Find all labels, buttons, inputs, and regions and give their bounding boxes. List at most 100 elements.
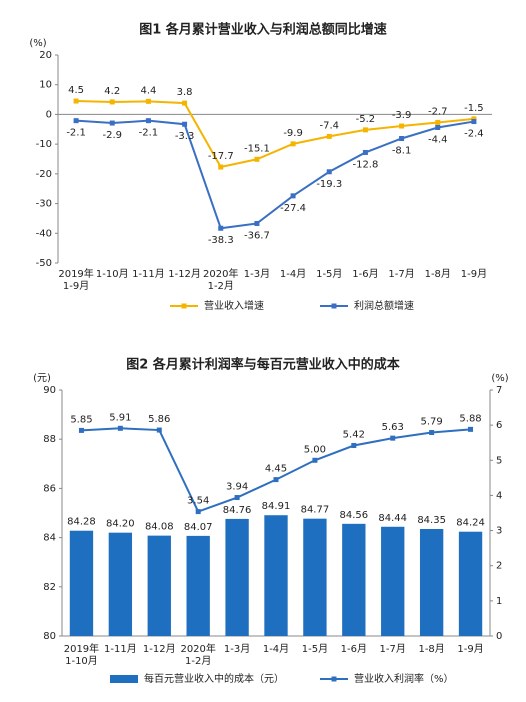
x-tick-label: 1-9月 bbox=[457, 643, 483, 655]
marker bbox=[326, 133, 332, 139]
data-label: 84.20 bbox=[106, 519, 135, 530]
x-tick-line: 1-8月 bbox=[418, 643, 444, 655]
x-tick-line: 2019年 bbox=[58, 267, 93, 280]
data-label: 5.00 bbox=[304, 444, 326, 455]
data-label: 4.5 bbox=[68, 85, 84, 96]
marker bbox=[390, 435, 396, 441]
x-tick-line: 1-2月 bbox=[185, 655, 211, 667]
x-tick-label: 2019年 1-10月 bbox=[64, 642, 99, 667]
data-label: -2.4 bbox=[464, 129, 484, 140]
y-unit: (%) bbox=[29, 38, 46, 49]
bar bbox=[69, 530, 94, 636]
marker bbox=[362, 149, 368, 155]
data-label: 84.07 bbox=[184, 522, 213, 533]
marker bbox=[78, 427, 84, 433]
marker bbox=[468, 426, 474, 432]
line bbox=[76, 119, 475, 230]
marker bbox=[145, 98, 151, 104]
x-tick-label: 1-4月 bbox=[280, 268, 306, 280]
x-tick-line: 1-10月 bbox=[65, 655, 98, 667]
data-label: 4.45 bbox=[265, 464, 287, 475]
data-label: -36.7 bbox=[244, 230, 270, 241]
marker bbox=[362, 127, 368, 133]
data-label: 5.88 bbox=[459, 413, 481, 424]
x-tick-label: 1-7月 bbox=[388, 268, 414, 280]
x-tick-label: 1-8月 bbox=[425, 268, 451, 280]
y-tick-label: 88 bbox=[43, 434, 56, 445]
marker bbox=[145, 118, 151, 124]
marker bbox=[218, 225, 224, 231]
marker bbox=[435, 119, 441, 125]
marker bbox=[351, 443, 357, 449]
x-tick-label: 1-6月 bbox=[341, 643, 367, 655]
data-label: 5.42 bbox=[343, 430, 365, 441]
legend-swatch bbox=[110, 675, 138, 683]
marker bbox=[399, 123, 405, 129]
y2-tick-label: 5 bbox=[496, 455, 502, 466]
data-label: -19.3 bbox=[316, 179, 342, 190]
legend-marker bbox=[331, 303, 337, 309]
x-tick-label: 2019年 1-9月 bbox=[58, 267, 93, 292]
marker bbox=[273, 477, 279, 483]
x-tick-line: 1-6月 bbox=[341, 643, 367, 655]
chart-title: 图1 各月累计营业收入与利润总额同比增速 bbox=[139, 22, 387, 38]
y2-unit: (%) bbox=[491, 373, 508, 384]
data-label: 4.2 bbox=[104, 86, 120, 97]
x-tick-label: 1-12月 bbox=[143, 643, 176, 655]
x-tick-line: 1-7月 bbox=[380, 643, 406, 655]
bar bbox=[342, 523, 366, 636]
marker bbox=[234, 495, 240, 501]
data-label: -8.1 bbox=[392, 145, 412, 156]
y-tick-label: 86 bbox=[43, 483, 56, 494]
data-label: 84.91 bbox=[262, 501, 291, 512]
bar bbox=[186, 535, 210, 636]
bar bbox=[264, 515, 288, 636]
data-label: 3.94 bbox=[226, 482, 248, 493]
marker bbox=[182, 100, 188, 106]
marker bbox=[254, 156, 260, 162]
data-label: 5.86 bbox=[148, 414, 170, 425]
marker bbox=[399, 135, 405, 141]
y-tick-label: 84 bbox=[43, 533, 56, 544]
y-unit: (元) bbox=[33, 373, 51, 384]
x-tick-label: 1-10月 bbox=[96, 268, 129, 280]
x-tick-label: 2020年 1-2月 bbox=[203, 267, 238, 292]
legend-marker bbox=[181, 303, 187, 309]
marker bbox=[73, 118, 79, 124]
bar bbox=[303, 518, 327, 636]
marker bbox=[312, 457, 318, 463]
marker bbox=[471, 116, 477, 122]
data-label: 3.54 bbox=[187, 496, 209, 507]
bar bbox=[458, 531, 483, 636]
y-tick-label: 10 bbox=[39, 80, 52, 91]
x-tick-line: 1-6月 bbox=[352, 268, 378, 280]
marker bbox=[109, 120, 115, 126]
x-tick-line: 1-11月 bbox=[104, 643, 137, 655]
line bbox=[76, 100, 475, 169]
marker bbox=[195, 509, 201, 515]
data-label: -5.2 bbox=[356, 114, 376, 125]
x-tick-label: 1-3月 bbox=[244, 268, 270, 280]
data-label: -17.7 bbox=[208, 151, 234, 162]
data-label: -12.8 bbox=[352, 159, 378, 170]
x-tick-label: 2020年 1-2月 bbox=[180, 642, 215, 667]
marker bbox=[254, 220, 260, 226]
x-tick-line: 1-5月 bbox=[316, 268, 342, 280]
bar bbox=[108, 532, 133, 636]
y-tick-label: -30 bbox=[36, 199, 52, 210]
x-tick-line: 1-8月 bbox=[425, 268, 451, 280]
x-tick-line: 1-12月 bbox=[143, 643, 176, 655]
x-tick-line: 1-3月 bbox=[224, 643, 250, 655]
marker bbox=[471, 119, 477, 125]
y2-tick-label: 4 bbox=[496, 490, 502, 501]
data-label: 5.85 bbox=[70, 414, 92, 425]
y2-tick-label: 2 bbox=[496, 561, 502, 572]
data-label: 84.56 bbox=[339, 510, 368, 521]
bar bbox=[147, 535, 171, 636]
data-label: -2.1 bbox=[66, 128, 86, 139]
y-tick-label: -50 bbox=[36, 258, 52, 269]
x-tick-line: 2019年 bbox=[64, 642, 99, 655]
legend-label: 营业收入利润率（%） bbox=[354, 672, 454, 685]
y-tick-label: 0 bbox=[46, 109, 52, 120]
data-label: -2.1 bbox=[139, 128, 159, 139]
